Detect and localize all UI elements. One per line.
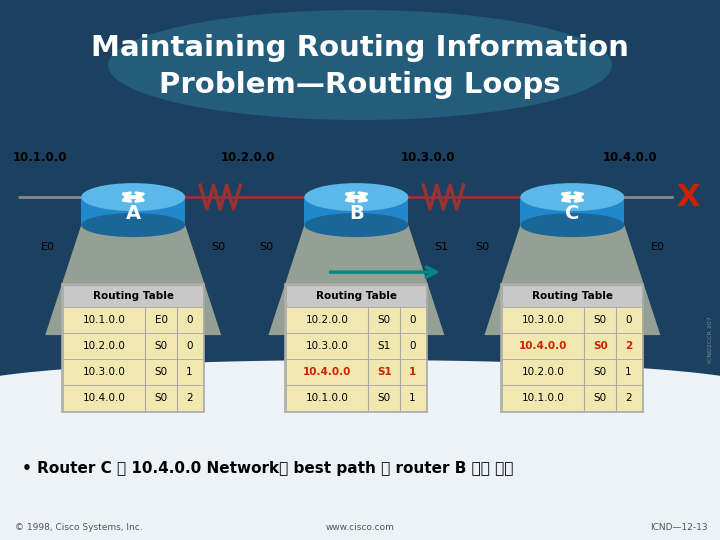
FancyBboxPatch shape <box>62 284 204 412</box>
Text: S0: S0 <box>593 341 608 351</box>
FancyBboxPatch shape <box>63 385 203 411</box>
Text: ICND—12-13: ICND—12-13 <box>650 523 708 531</box>
FancyBboxPatch shape <box>63 359 203 385</box>
Text: 10.4.0.0: 10.4.0.0 <box>83 393 125 403</box>
Text: S0: S0 <box>594 393 607 403</box>
FancyBboxPatch shape <box>285 284 428 412</box>
Text: E0: E0 <box>41 242 55 252</box>
Text: C: C <box>565 204 580 222</box>
Text: S0: S0 <box>594 367 607 377</box>
FancyBboxPatch shape <box>305 197 408 225</box>
Text: 10.2.0.0: 10.2.0.0 <box>83 341 125 351</box>
FancyBboxPatch shape <box>81 197 185 225</box>
Text: www.cisco.com: www.cisco.com <box>325 523 395 531</box>
Ellipse shape <box>81 213 185 237</box>
Text: S0: S0 <box>594 315 607 325</box>
Text: 10.3.0.0: 10.3.0.0 <box>522 315 564 325</box>
Text: S0: S0 <box>211 242 225 252</box>
Text: 2: 2 <box>625 341 632 351</box>
Text: A: A <box>125 204 141 222</box>
Ellipse shape <box>81 183 185 211</box>
Text: E0: E0 <box>155 315 168 325</box>
Text: 10.2.0.0: 10.2.0.0 <box>306 315 348 325</box>
Text: 10.4.0.0: 10.4.0.0 <box>519 341 567 351</box>
Text: 10.2.0.0: 10.2.0.0 <box>522 367 564 377</box>
Text: 0: 0 <box>409 315 415 325</box>
Text: S0: S0 <box>378 393 391 403</box>
Ellipse shape <box>305 183 408 211</box>
FancyBboxPatch shape <box>503 285 642 307</box>
Text: 0: 0 <box>186 341 192 351</box>
Text: Routing Table: Routing Table <box>316 291 397 301</box>
Text: 10.1.0.0: 10.1.0.0 <box>306 393 348 403</box>
Text: 1: 1 <box>409 393 415 403</box>
Text: 10.4.0.0: 10.4.0.0 <box>603 151 657 164</box>
FancyBboxPatch shape <box>287 285 426 307</box>
FancyBboxPatch shape <box>63 307 203 333</box>
FancyBboxPatch shape <box>287 359 426 385</box>
Text: S0: S0 <box>155 341 168 351</box>
Text: 0: 0 <box>409 341 415 351</box>
Text: 10.3.0.0: 10.3.0.0 <box>401 151 456 164</box>
Polygon shape <box>0 0 720 388</box>
FancyBboxPatch shape <box>63 285 203 307</box>
Text: 0: 0 <box>186 315 192 325</box>
FancyBboxPatch shape <box>503 359 642 385</box>
Text: X: X <box>676 183 700 212</box>
Text: 10.1.0.0: 10.1.0.0 <box>522 393 564 403</box>
FancyBboxPatch shape <box>287 385 426 411</box>
Ellipse shape <box>521 183 624 211</box>
Text: S1: S1 <box>434 242 449 252</box>
FancyBboxPatch shape <box>503 333 642 359</box>
Text: ICND2CCR 207: ICND2CCR 207 <box>708 316 713 363</box>
Text: 10.3.0.0: 10.3.0.0 <box>83 367 125 377</box>
Text: 10.1.0.0: 10.1.0.0 <box>83 315 125 325</box>
Text: S0: S0 <box>378 315 391 325</box>
Ellipse shape <box>305 213 408 237</box>
Polygon shape <box>269 225 444 335</box>
Polygon shape <box>485 225 660 335</box>
Text: E0: E0 <box>650 242 665 252</box>
Text: 0: 0 <box>625 315 631 325</box>
Text: 10.4.0.0: 10.4.0.0 <box>303 367 351 377</box>
Text: 10.3.0.0: 10.3.0.0 <box>306 341 348 351</box>
Polygon shape <box>45 225 221 335</box>
Text: Routing Table: Routing Table <box>93 291 174 301</box>
Text: S0: S0 <box>259 242 274 252</box>
FancyBboxPatch shape <box>63 333 203 359</box>
FancyBboxPatch shape <box>503 307 642 333</box>
FancyBboxPatch shape <box>521 197 624 225</box>
Text: © 1998, Cisco Systems, Inc.: © 1998, Cisco Systems, Inc. <box>15 523 143 531</box>
Text: 10.1.0.0: 10.1.0.0 <box>12 151 67 164</box>
FancyBboxPatch shape <box>287 333 426 359</box>
Ellipse shape <box>108 10 612 120</box>
Text: 1: 1 <box>409 367 416 377</box>
Text: 1: 1 <box>625 367 631 377</box>
Text: S1: S1 <box>377 367 392 377</box>
Text: B: B <box>349 204 364 222</box>
Text: Routing Table: Routing Table <box>532 291 613 301</box>
Ellipse shape <box>521 213 624 237</box>
Text: S0: S0 <box>475 242 490 252</box>
Text: 10.2.0.0: 10.2.0.0 <box>221 151 276 164</box>
Text: 2: 2 <box>625 393 631 403</box>
Text: S0: S0 <box>155 367 168 377</box>
Text: Maintaining Routing Information: Maintaining Routing Information <box>91 34 629 62</box>
Text: • Router C 는 10.4.0.0 Network의 best path 를 router B 에서 찾음: • Router C 는 10.4.0.0 Network의 best path… <box>22 461 513 476</box>
Text: 1: 1 <box>186 367 192 377</box>
Text: Problem—Routing Loops: Problem—Routing Loops <box>159 71 561 99</box>
FancyBboxPatch shape <box>501 284 644 412</box>
FancyBboxPatch shape <box>287 307 426 333</box>
Text: S1: S1 <box>378 341 391 351</box>
FancyBboxPatch shape <box>503 385 642 411</box>
Text: 2: 2 <box>186 393 192 403</box>
Text: S0: S0 <box>155 393 168 403</box>
